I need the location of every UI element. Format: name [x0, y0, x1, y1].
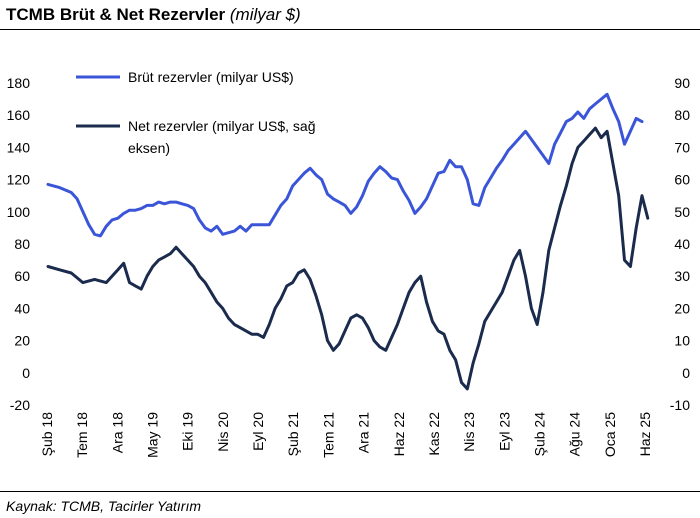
left-tick-label: 80 [14, 236, 30, 252]
footer-rule [0, 491, 700, 492]
left-tick-label: 20 [14, 333, 30, 349]
right-tick-label: 10 [674, 333, 690, 349]
right-tick-label: -10 [670, 397, 690, 413]
x-tick-label: Ağu 24 [567, 412, 583, 457]
series-lines [46, 92, 650, 391]
source-note: Kaynak: TCMB, Tacirler Yatırım [6, 498, 202, 514]
left-tick-label: 60 [14, 268, 30, 284]
right-tick-label: 50 [674, 204, 690, 220]
legend-label-net-line1: Net rezervler (milyar US$, sağ [128, 118, 316, 134]
left-axis: 180 160 140 120 100 80 60 40 20 0 -20 [7, 75, 31, 413]
right-tick-label: 60 [674, 172, 690, 188]
left-tick-label: 40 [14, 300, 30, 316]
x-tick-label: Nis 20 [215, 412, 231, 452]
x-tick-label: Şub 18 [39, 412, 55, 457]
right-axis: 90 80 70 60 50 40 30 20 10 0 -10 [670, 75, 690, 413]
x-axis: Şub 18 Tem 18 Ara 18 May 19 Eki 19 Nis 20 Eyl … [39, 412, 653, 458]
x-tick-label: Tem 18 [74, 412, 90, 458]
x-tick-label: Ara 18 [109, 412, 125, 453]
x-tick-label: Eyl 23 [496, 412, 512, 451]
left-tick-label: 0 [22, 365, 30, 381]
left-tick-label: 120 [7, 172, 31, 188]
left-tick-label: 140 [7, 139, 31, 155]
left-tick-label: 180 [7, 75, 31, 91]
chart-title: TCMB Brüt & Net Rezervler (milyar $) [6, 5, 301, 24]
right-tick-label: 90 [674, 75, 690, 91]
x-tick-label: Kas 22 [426, 412, 442, 456]
series-line-brut [46, 92, 644, 238]
x-tick-label: Ara 21 [356, 412, 372, 453]
x-tick-label: Eki 19 [180, 412, 196, 451]
right-tick-label: 30 [674, 268, 690, 284]
legend-label-net: Net rezervler (milyar US$, sağ eksen) [128, 118, 319, 156]
right-tick-label: 0 [682, 365, 690, 381]
left-tick-label: -20 [10, 397, 30, 413]
right-tick-label: 20 [674, 300, 690, 316]
series-line-net [46, 126, 650, 391]
x-tick-label: Haz 25 [637, 412, 653, 457]
x-tick-label: Eyl 20 [250, 412, 266, 451]
x-tick-label: Haz 22 [391, 412, 407, 457]
chart-title-unit: (milyar $) [229, 5, 301, 24]
right-tick-label: 80 [674, 107, 690, 123]
legend-label-brut: Brüt rezervler (milyar US$) [128, 69, 294, 85]
legend-label-net-line2: eksen) [128, 140, 170, 156]
legend: Brüt rezervler (milyar US$) Net rezervle… [76, 69, 319, 156]
left-tick-label: 100 [7, 204, 31, 220]
x-tick-label: Tem 21 [320, 412, 336, 458]
right-tick-label: 40 [674, 236, 690, 252]
x-tick-label: Şub 21 [285, 412, 301, 457]
left-tick-label: 160 [7, 107, 31, 123]
x-tick-label: Nis 23 [461, 412, 477, 452]
x-tick-label: Oca 25 [602, 412, 618, 457]
right-tick-label: 70 [674, 139, 690, 155]
x-tick-label: Şub 24 [531, 412, 547, 457]
header-rule [0, 29, 700, 30]
x-tick-label: May 19 [145, 412, 161, 458]
